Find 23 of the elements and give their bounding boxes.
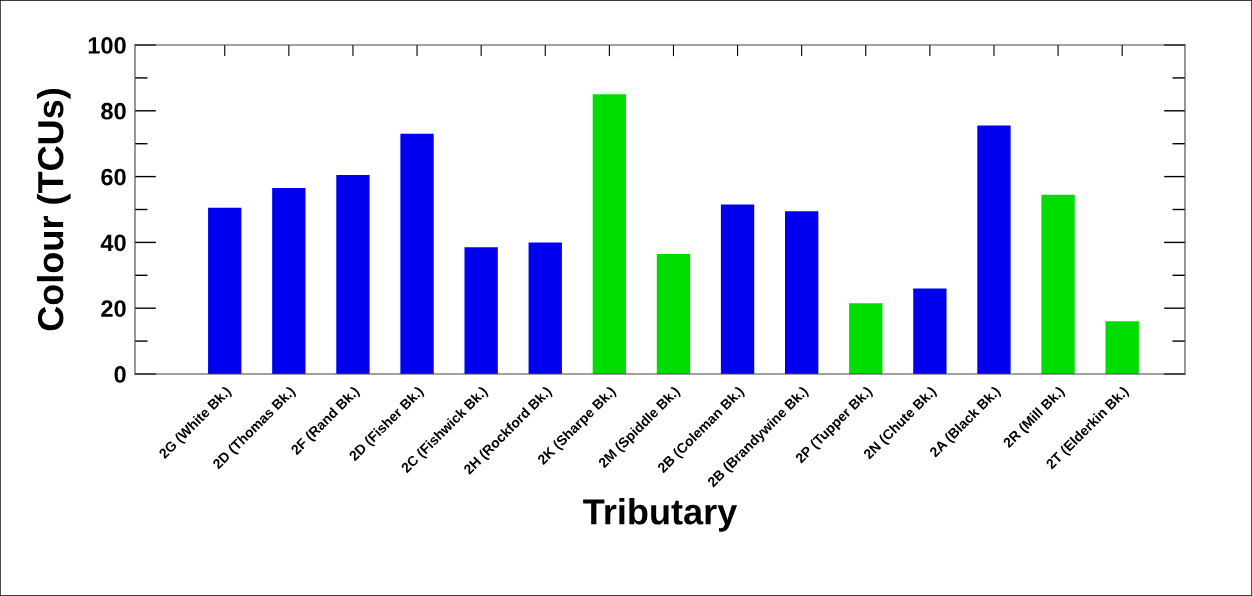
y-tick-label: 80	[101, 102, 126, 120]
bar	[208, 207, 242, 374]
bar	[1041, 194, 1075, 374]
bar	[464, 247, 498, 374]
bar	[1105, 321, 1139, 374]
bar	[720, 204, 755, 374]
bar	[272, 188, 306, 374]
bar	[528, 242, 562, 374]
bar	[977, 125, 1011, 374]
y-axis-title: Colour (TCUs)	[36, 88, 71, 331]
y-tick-label: 40	[100, 234, 126, 252]
bar	[849, 303, 883, 374]
y-tick-label: 20	[101, 300, 126, 317]
y-tick-label: 0	[114, 366, 126, 383]
bar	[592, 94, 627, 374]
y-tick-label: 60	[101, 168, 126, 186]
y-tick-label: 100	[88, 37, 126, 54]
bar	[336, 174, 370, 374]
bar	[400, 133, 434, 374]
bar	[656, 253, 691, 374]
x-axis-title: Tributary	[583, 498, 738, 532]
bar	[913, 288, 947, 374]
bar	[785, 211, 819, 374]
